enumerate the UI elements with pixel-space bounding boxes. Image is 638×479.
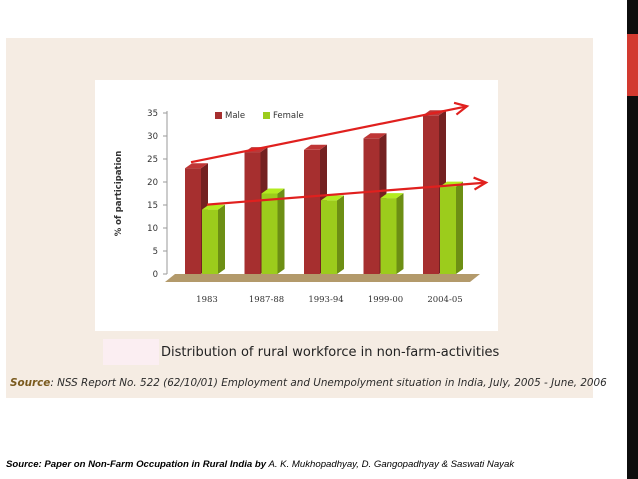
- right-edge-accent: [627, 34, 638, 96]
- y-tick-label: 15: [147, 201, 158, 211]
- y-tick-label: 20: [147, 178, 158, 188]
- female-trend-arrow: [206, 181, 487, 206]
- bar-male: [185, 168, 201, 274]
- legend-swatch-female: [263, 112, 270, 119]
- bar-side-female: [277, 188, 285, 274]
- legend-label-male: Male: [225, 111, 245, 121]
- paper-source-footer: Source: Paper on Non-Farm Occupation in …: [6, 459, 514, 470]
- right-edge-bar: [627, 0, 638, 479]
- bar-side-female: [456, 181, 463, 274]
- x-tick-label: 1999-00: [368, 295, 403, 305]
- bar-top-male: [185, 163, 208, 169]
- legend-label-female: Female: [273, 111, 304, 121]
- bar-male: [363, 138, 380, 274]
- bar-female: [380, 198, 397, 274]
- bar-female: [440, 186, 456, 274]
- chart-floor: [165, 274, 480, 282]
- y-tick-label: 0: [153, 270, 158, 280]
- nss-source-note: Source: NSS Report No. 522 (62/10/01) Em…: [10, 377, 607, 389]
- bar-top-female: [202, 204, 225, 210]
- bar-female: [261, 193, 278, 274]
- x-tick-label: 1987-88: [249, 295, 284, 305]
- x-tick-label: 1993-94: [308, 295, 343, 305]
- male-trend-arrow-head: [453, 101, 470, 116]
- caption-highlight: [103, 339, 159, 365]
- bar-chart: 0 5 10 15 20 25 30 35 % of participation 1983 1987…: [114, 101, 489, 305]
- legend-swatch-male: [215, 112, 222, 119]
- y-tick-label: 25: [147, 155, 158, 165]
- female-trend-arrow-head: [473, 176, 489, 191]
- bar-side-female: [337, 195, 344, 274]
- chart-caption: Distribution of rural workforce in non-f…: [161, 345, 500, 360]
- bar-top-male: [304, 144, 327, 150]
- footer-source-label: Source: Paper on Non-Farm Occupation in …: [6, 459, 267, 470]
- male-trend-arrow: [190, 105, 468, 164]
- footer-authors: A. K. Mukhopadhyay, D. Gangopadhyay & Sa…: [266, 459, 515, 470]
- bar-top-female: [380, 193, 404, 199]
- bar-side-female: [396, 193, 404, 274]
- y-tick-label: 35: [147, 109, 158, 119]
- bar-male: [304, 149, 320, 274]
- x-tick-label: 2004-05: [427, 295, 462, 305]
- x-tick-label: 1983: [196, 295, 218, 305]
- bar-top-female: [321, 195, 344, 201]
- bar-male: [244, 152, 261, 274]
- bar-male: [423, 115, 439, 274]
- y-tick-label: 5: [153, 247, 158, 257]
- y-tick-label: 10: [147, 224, 158, 234]
- chart-area: 0 5 10 15 20 25 30 35 % of participation 1983 1987…: [95, 80, 498, 331]
- source-text: : NSS Report No. 522 (62/10/01) Employme…: [50, 377, 607, 389]
- slide-panel: 0 5 10 15 20 25 30 35 % of participation 1983 1987…: [6, 38, 607, 398]
- bar-female: [321, 200, 337, 274]
- bar-top-female: [261, 188, 285, 194]
- bar-top-male: [363, 133, 387, 139]
- y-tick-label: 30: [147, 132, 158, 142]
- bar-female: [202, 209, 218, 274]
- y-axis-title: % of participation: [114, 151, 124, 237]
- bar-side-female: [218, 204, 225, 274]
- source-label: Source: [10, 377, 51, 389]
